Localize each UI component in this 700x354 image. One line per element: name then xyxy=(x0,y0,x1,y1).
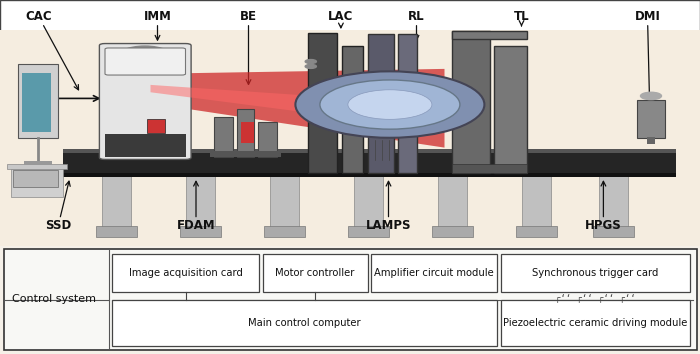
Bar xyxy=(647,137,655,144)
Text: FDAM: FDAM xyxy=(176,181,216,233)
Text: BE: BE xyxy=(240,10,257,84)
Bar xyxy=(452,164,527,173)
Text: HPGS: HPGS xyxy=(585,181,622,233)
Circle shape xyxy=(305,64,316,68)
Bar xyxy=(264,226,304,238)
Text: CAC: CAC xyxy=(25,10,78,90)
Bar xyxy=(342,46,363,173)
Circle shape xyxy=(348,90,432,119)
Text: SSD: SSD xyxy=(45,181,71,233)
Text: ┌‘‘ ┌‘‘ ┌‘‘ ┌‘‘: ┌‘‘ ┌‘‘ ┌‘‘ ┌‘‘ xyxy=(554,293,636,302)
Bar xyxy=(398,34,417,173)
Text: Image acquisition card: Image acquisition card xyxy=(129,268,242,278)
Bar xyxy=(186,165,215,228)
Bar xyxy=(0,29,700,246)
Bar xyxy=(500,300,690,347)
Bar xyxy=(500,253,690,292)
Bar xyxy=(348,226,388,238)
Text: Synchronous trigger card: Synchronous trigger card xyxy=(532,268,658,278)
FancyBboxPatch shape xyxy=(105,48,186,75)
Bar xyxy=(637,99,665,138)
Bar xyxy=(22,73,51,132)
FancyBboxPatch shape xyxy=(99,44,191,159)
Text: Motor controller: Motor controller xyxy=(275,268,355,278)
Bar xyxy=(522,165,551,228)
Bar xyxy=(7,164,66,169)
Bar xyxy=(96,226,136,238)
Bar xyxy=(494,46,527,173)
Bar xyxy=(262,253,368,292)
Bar xyxy=(598,165,628,228)
Bar xyxy=(438,165,467,228)
Text: Amplifier circuit module: Amplifier circuit module xyxy=(374,268,494,278)
Bar xyxy=(233,151,258,158)
Bar xyxy=(112,253,259,292)
Text: TL: TL xyxy=(514,10,529,26)
Bar xyxy=(354,165,383,228)
Bar xyxy=(214,117,233,158)
Bar xyxy=(516,226,556,238)
Circle shape xyxy=(640,92,661,99)
Bar xyxy=(18,64,58,138)
Bar xyxy=(63,173,676,177)
Text: LAMPS: LAMPS xyxy=(366,181,412,233)
Bar xyxy=(63,153,676,175)
Bar xyxy=(10,169,63,197)
Polygon shape xyxy=(150,85,350,118)
Polygon shape xyxy=(150,69,444,148)
Text: Piezoelectric ceramic driving module: Piezoelectric ceramic driving module xyxy=(503,318,687,328)
Bar xyxy=(432,226,472,238)
Bar xyxy=(147,119,164,133)
Circle shape xyxy=(305,59,316,63)
Bar xyxy=(368,34,394,173)
Text: Control system: Control system xyxy=(12,295,96,304)
Bar xyxy=(254,151,281,158)
Bar xyxy=(13,170,58,187)
Text: IMM: IMM xyxy=(144,10,172,40)
Bar xyxy=(452,31,527,39)
Bar xyxy=(270,165,299,228)
Bar xyxy=(452,31,490,173)
Bar xyxy=(371,253,497,292)
Bar xyxy=(237,109,254,158)
Text: DMI: DMI xyxy=(635,10,660,99)
Text: Main control computer: Main control computer xyxy=(248,318,360,328)
Bar xyxy=(210,151,237,158)
Bar xyxy=(308,33,337,173)
Bar xyxy=(593,226,634,238)
Bar xyxy=(241,122,254,143)
Bar xyxy=(102,165,131,228)
Circle shape xyxy=(320,80,460,129)
Bar xyxy=(258,122,277,158)
Bar xyxy=(105,134,186,158)
Text: LAC: LAC xyxy=(328,10,354,28)
Bar xyxy=(63,149,676,153)
Bar xyxy=(180,226,220,238)
Bar xyxy=(112,300,497,347)
Text: RL: RL xyxy=(408,10,425,40)
Circle shape xyxy=(295,72,484,138)
Bar xyxy=(24,161,52,165)
